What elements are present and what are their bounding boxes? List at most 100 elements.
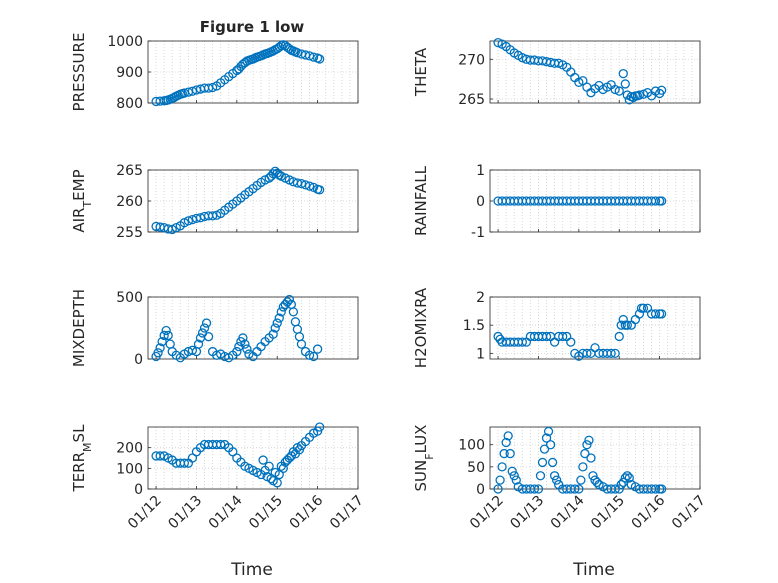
data-point <box>558 331 568 342</box>
data-point <box>539 444 550 454</box>
data-point <box>234 341 244 352</box>
data-point <box>618 68 628 79</box>
data-point <box>201 318 212 328</box>
data-point <box>493 484 503 494</box>
data-point <box>268 169 278 179</box>
data-point <box>584 435 594 445</box>
data-point <box>161 325 171 336</box>
data-point <box>578 76 588 86</box>
data-point <box>566 337 576 347</box>
data-point <box>578 462 588 472</box>
axes-frame <box>489 426 701 490</box>
data-point <box>314 422 325 432</box>
data-point <box>650 196 661 206</box>
y-axis-label: RAINFALL <box>412 165 430 236</box>
data-point <box>264 461 274 471</box>
data-point <box>656 196 667 206</box>
data-point <box>650 309 661 319</box>
y-tick-label: 800 <box>116 96 143 112</box>
data-point <box>614 86 624 96</box>
data-point <box>163 330 173 341</box>
data-point <box>622 471 632 481</box>
data-point <box>624 473 634 483</box>
data-point <box>157 336 167 347</box>
data-point <box>292 324 303 334</box>
data-point <box>314 185 325 195</box>
x-tick-label: 01/14 <box>548 492 588 532</box>
y-tick-label: -1 <box>471 225 485 241</box>
y-tick-label: 100 <box>458 438 485 454</box>
data-point <box>533 484 544 494</box>
data-point <box>582 440 592 450</box>
y-tick-label: 900 <box>116 65 143 81</box>
panel-mixdepth: 0 500 MIXDEPTH <box>70 289 359 368</box>
x-tick-label: 01/15 <box>588 493 628 533</box>
data-point <box>165 339 175 349</box>
data-point <box>207 211 218 221</box>
data-point <box>203 332 214 342</box>
data-point <box>207 82 218 93</box>
data-point <box>503 431 513 441</box>
data-point <box>187 345 198 355</box>
y-tick-label: 0 <box>134 352 143 368</box>
data-point <box>270 323 280 333</box>
data-point <box>614 331 624 342</box>
x-tick-label: 01/17 <box>669 493 709 533</box>
data-point <box>296 339 307 349</box>
data-point <box>574 77 584 87</box>
y-tick-label: 270 <box>458 52 485 68</box>
x-tick-label: 01/14 <box>206 492 246 532</box>
y-tick-label: 2 <box>476 290 485 306</box>
data-point <box>610 84 620 95</box>
data-point <box>272 318 282 328</box>
y-axis-label: PRESSURE <box>70 33 88 112</box>
y-tick-label: 255 <box>116 225 143 241</box>
data-point <box>284 294 294 305</box>
data-point <box>554 58 564 68</box>
data-point <box>614 484 624 494</box>
data-point <box>159 330 169 341</box>
y-tick-label: 0 <box>476 194 485 210</box>
data-point <box>495 334 505 344</box>
y-tick-label: 1000 <box>107 34 143 50</box>
data-point <box>650 484 661 494</box>
x-tick-label: 01/15 <box>246 493 286 533</box>
y-tick-label: 1 <box>476 163 485 179</box>
data-point <box>183 216 194 226</box>
data-point <box>499 448 509 459</box>
data-point <box>590 343 600 353</box>
y-axis-label: THETA <box>412 47 430 97</box>
data-point <box>656 85 667 95</box>
data-point <box>511 475 521 485</box>
data-point <box>193 339 204 349</box>
data-point <box>276 307 286 317</box>
data-point <box>278 463 288 473</box>
data-point <box>232 346 242 357</box>
x-tick-label: 01/16 <box>287 492 327 532</box>
data-point <box>541 331 552 342</box>
figure-title: Figure 1 low <box>200 18 305 36</box>
data-point <box>570 484 580 494</box>
data-point <box>610 348 620 359</box>
x-tick-label: 01/16 <box>629 492 669 532</box>
data-point <box>288 307 299 317</box>
data-point <box>545 440 556 450</box>
data-point <box>541 433 552 443</box>
data-point <box>622 320 632 330</box>
x-tick-label: 01/12 <box>125 493 165 533</box>
data-point <box>606 348 616 359</box>
data-point <box>616 320 626 330</box>
data-point <box>574 484 584 494</box>
y-tick-label: 265 <box>458 92 485 108</box>
data-point <box>582 348 592 359</box>
data-point <box>610 484 620 494</box>
x-axis-label-left: Time <box>230 560 273 580</box>
data-point <box>628 92 639 103</box>
panel-theta: 265 270 THETA <box>412 37 701 108</box>
data-point <box>268 329 278 339</box>
data-point <box>155 343 165 353</box>
data-point <box>537 457 548 468</box>
data-point <box>588 471 598 481</box>
data-point <box>634 90 645 100</box>
